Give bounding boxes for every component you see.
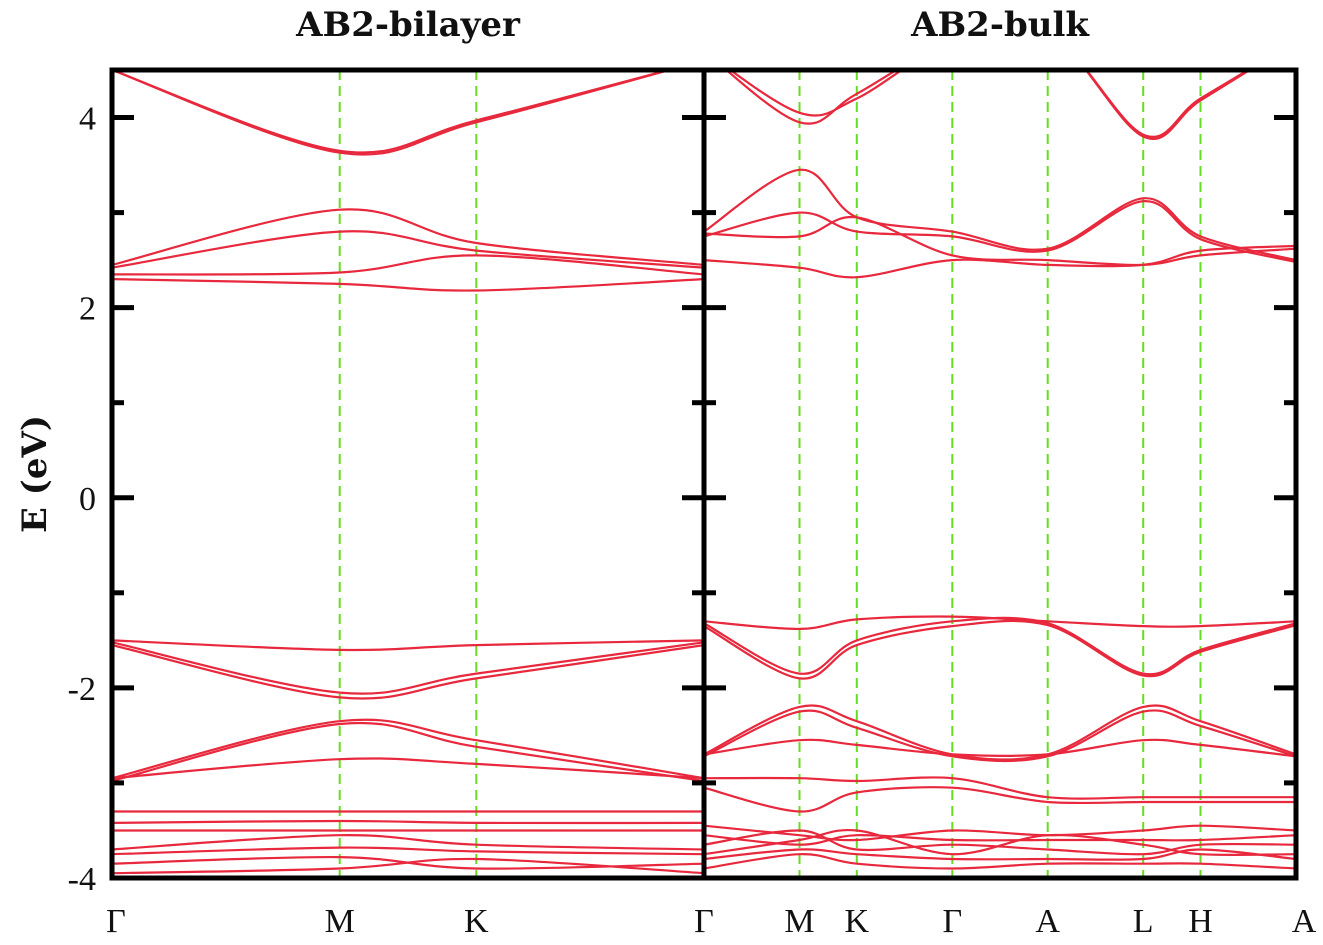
y-axis-label: E (eV) (15, 415, 55, 533)
y-tick-label: 4 (79, 101, 96, 138)
axis-ticks (112, 115, 1296, 881)
band-line (112, 819, 704, 825)
band-line (112, 644, 704, 700)
panel-title-bilayer: AB2-bilayer (295, 5, 521, 45)
band-line (704, 244, 1296, 279)
band-line (112, 718, 704, 780)
band-line (112, 70, 674, 156)
band-line (704, 828, 1296, 857)
band-line (112, 857, 704, 875)
band-line (704, 704, 1296, 761)
band-line (704, 834, 1296, 846)
y-tick-label: 0 (79, 481, 96, 518)
band-line (112, 639, 704, 652)
band-line (724, 70, 1251, 138)
band-line (704, 168, 1296, 262)
band-line (112, 641, 704, 695)
x-tick-label: K (845, 903, 870, 940)
panel-bilayer (112, 70, 704, 878)
band-line (728, 70, 1252, 140)
panel-title-bulk: AB2-bulk (910, 5, 1090, 45)
x-tick-label: A (1292, 903, 1317, 940)
band-line (112, 208, 704, 266)
x-tick-label: Γ (942, 903, 962, 940)
band-line (704, 824, 1296, 842)
panel-frame-bulk (701, 67, 1299, 881)
band-line (704, 786, 1296, 813)
y-tick-label: -4 (68, 861, 96, 898)
x-tick-label: Γ (694, 903, 714, 940)
y-tick-label: -2 (68, 671, 96, 708)
band-line (704, 738, 1296, 758)
x-tick-label: Γ (106, 903, 126, 940)
band-line (112, 834, 704, 851)
band-line (112, 254, 704, 276)
panel-bulk (704, 70, 1296, 878)
band-line (704, 848, 1296, 861)
band-line (112, 230, 704, 269)
y-tick-labels: 4 2 0 -2 -4 (68, 101, 96, 899)
band-line (704, 776, 1296, 800)
band-line (112, 721, 704, 783)
band-line (112, 757, 704, 780)
x-tick-label: A (1035, 903, 1060, 940)
band-line (112, 278, 704, 292)
band-line (704, 200, 1296, 264)
x-tick-label: K (464, 903, 489, 940)
x-tick-label: M (784, 903, 814, 940)
band-line (704, 853, 1296, 870)
band-line (704, 215, 1296, 267)
x-tick-label: H (1188, 903, 1213, 940)
band-line (112, 846, 704, 856)
band-line (704, 619, 1296, 680)
y-tick-label: 2 (79, 291, 96, 328)
band-line (704, 616, 1296, 676)
x-tick-label: M (325, 903, 355, 940)
band-line (704, 709, 1296, 763)
x-tick-label: L (1133, 903, 1154, 940)
